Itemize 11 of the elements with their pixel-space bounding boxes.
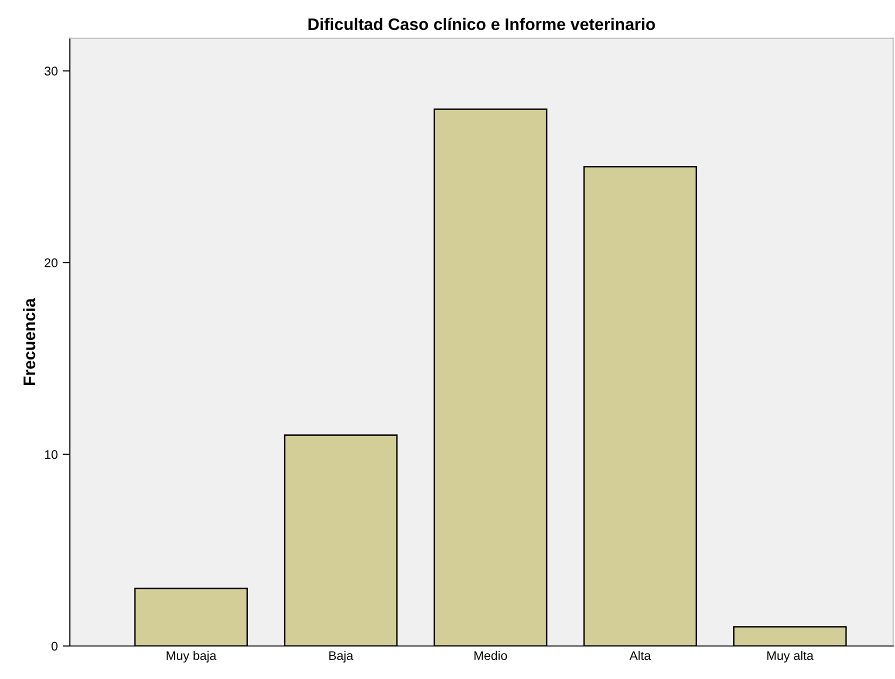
y-tick-label: 20 [44,258,58,268]
y-tick-label: 0 [52,642,58,651]
x-tick-label: Muy alta [767,650,814,663]
x-tick-label: Baja [329,650,354,663]
chart-title: Dificultad Caso clínico e Informe veterinario [308,18,655,30]
x-tick-label: Medio [474,650,507,660]
y-axis-title: Frecuencia [23,298,36,386]
x-tick-label: Muy baja [166,650,216,663]
x-tick-label: Alta [629,650,651,660]
y-tick-label: 30 [44,66,58,76]
y-tick-label: 10 [45,450,58,459]
